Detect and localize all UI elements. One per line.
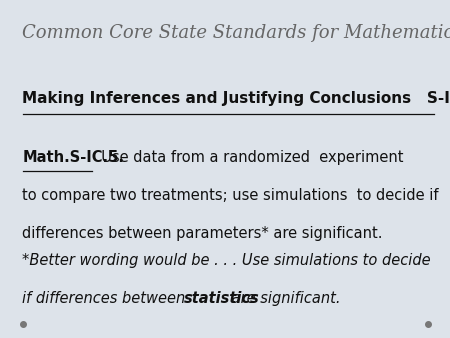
Text: to compare two treatments; use simulations  to decide if: to compare two treatments; use simulatio… xyxy=(22,188,439,203)
Text: statistics: statistics xyxy=(184,291,259,306)
Text: Use data from a randomized  experiment: Use data from a randomized experiment xyxy=(92,150,404,165)
Text: differences between parameters* are significant.: differences between parameters* are sign… xyxy=(22,226,383,241)
Text: Common Core State Standards for Mathematics: Common Core State Standards for Mathemat… xyxy=(22,24,450,42)
Text: Math.S-IC.5.: Math.S-IC.5. xyxy=(22,150,125,165)
Text: are significant.: are significant. xyxy=(227,291,341,306)
Text: *Better wording would be . . . Use simulations to decide: *Better wording would be . . . Use simul… xyxy=(22,254,431,268)
Text: Making Inferences and Justifying Conclusions   S-IC: Making Inferences and Justifying Conclus… xyxy=(22,91,450,106)
Text: if differences between: if differences between xyxy=(22,291,190,306)
